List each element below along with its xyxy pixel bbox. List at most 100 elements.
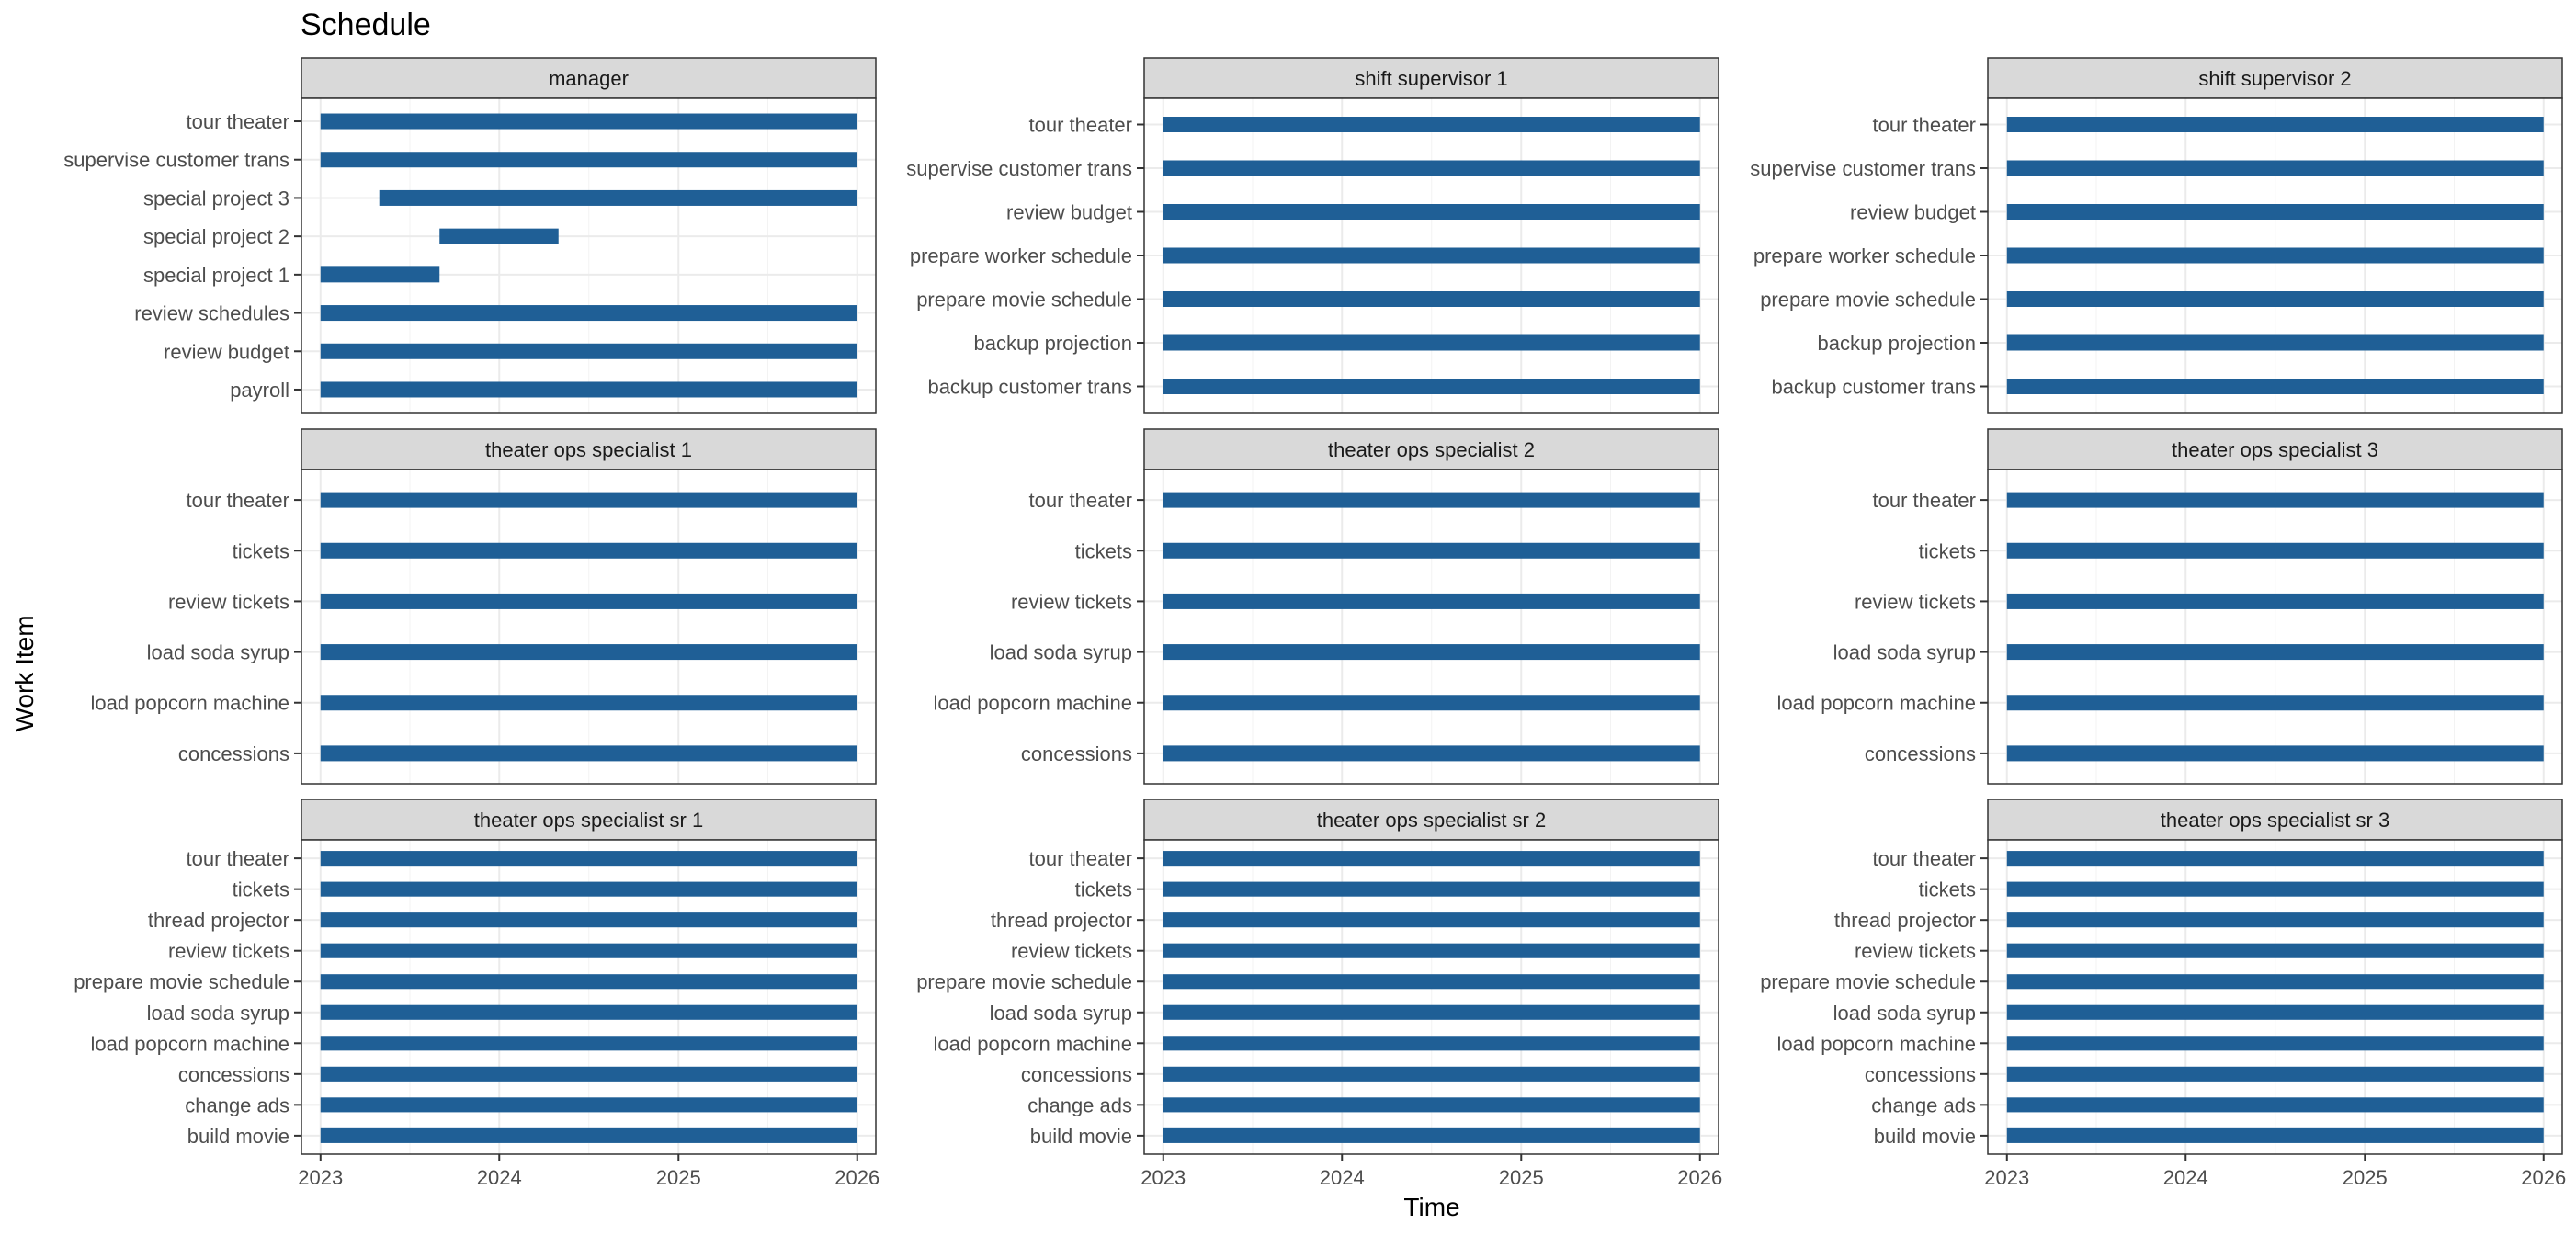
- gantt-bar: [2006, 291, 2544, 307]
- x-tick-label: 2024: [477, 1166, 522, 1189]
- panel-border: [1143, 469, 1719, 785]
- y-tick-label: review budget: [164, 340, 289, 363]
- gantt-bar: [320, 745, 857, 762]
- gantt-bar: [1163, 943, 1700, 958]
- facet-strip: [301, 57, 877, 99]
- y-tick-label: concessions: [1865, 1063, 1976, 1086]
- gantt-bar: [2006, 695, 2544, 711]
- x-tick-label: 2026: [2521, 1166, 2566, 1189]
- y-tick-label: tour theater: [1028, 114, 1132, 137]
- gantt-bar: [2006, 1004, 2544, 1020]
- y-tick-label: concessions: [1021, 742, 1132, 765]
- gantt-bar: [1163, 881, 1700, 897]
- facet-strip: [1987, 428, 2563, 470]
- gantt-bar: [320, 1036, 857, 1051]
- y-tick-label: review tickets: [1011, 590, 1132, 613]
- y-tick-label: load soda syrup: [990, 641, 1132, 664]
- y-tick-label: prepare worker schedule: [1753, 244, 1976, 267]
- gantt-bar: [2006, 851, 2544, 867]
- y-tick-label: prepare movie schedule: [916, 289, 1132, 312]
- y-tick-label: prepare movie schedule: [1760, 289, 1976, 312]
- y-tick-label: tour theater: [1872, 489, 1976, 512]
- gantt-bar: [1163, 745, 1700, 762]
- x-axis-title: Time: [1403, 1193, 1459, 1221]
- gantt-bar: [2006, 974, 2544, 990]
- gantt-bar: [320, 492, 857, 508]
- facet-strip: [1143, 428, 1719, 470]
- gantt-bar: [1163, 492, 1700, 508]
- y-tick-label: concessions: [1021, 1063, 1132, 1086]
- facet-panel: shift supervisor 1 tour theater supervise …: [906, 57, 1719, 414]
- gantt-bar: [1163, 291, 1700, 307]
- panel-border: [1143, 97, 1719, 414]
- y-tick-label: load popcorn machine: [934, 692, 1132, 715]
- gantt-bar: [2006, 1127, 2544, 1143]
- y-tick-label: change ads: [185, 1093, 289, 1116]
- y-tick-label: review budget: [1006, 201, 1132, 224]
- facet-strip-label: theater ops specialist 1: [485, 438, 692, 461]
- gantt-bar: [2006, 644, 2544, 661]
- y-tick-label: backup customer trans: [1771, 376, 1976, 399]
- y-tick-label: build movie: [1030, 1125, 1132, 1148]
- y-tick-label: thread projector: [991, 909, 1132, 932]
- gantt-bar: [1163, 644, 1700, 661]
- y-tick-label: special project 1: [143, 264, 289, 287]
- panel-border: [1143, 839, 1719, 1155]
- x-tick-label: 2023: [1984, 1166, 2029, 1189]
- y-tick-label: load soda syrup: [147, 641, 289, 664]
- gantt-bar: [2006, 117, 2544, 132]
- y-tick-label: load popcorn machine: [1777, 1032, 1976, 1055]
- gantt-bar: [320, 943, 857, 958]
- y-tick-label: load soda syrup: [147, 1002, 289, 1025]
- facet-strip-label: shift supervisor 1: [1355, 67, 1507, 90]
- y-tick-label: backup customer trans: [927, 376, 1132, 399]
- y-tick-label: special project 2: [143, 225, 289, 248]
- y-tick-label: tour theater: [186, 110, 289, 133]
- gantt-bar: [320, 1127, 857, 1143]
- y-tick-label: build movie: [1874, 1125, 1976, 1148]
- y-tick-label: tour theater: [186, 489, 289, 512]
- gantt-bar: [320, 542, 857, 559]
- x-tick-label: 2023: [1140, 1166, 1186, 1189]
- panel-border: [301, 97, 877, 414]
- facet-strip-label: theater ops specialist 3: [2172, 438, 2378, 461]
- gantt-bar: [320, 695, 857, 711]
- gantt-bar: [320, 381, 857, 398]
- gantt-bar: [320, 152, 857, 168]
- gantt-bar: [2006, 160, 2544, 176]
- panel-border: [1987, 469, 2563, 785]
- y-tick-label: backup projection: [974, 332, 1132, 355]
- x-tick-label: 2026: [834, 1166, 879, 1189]
- y-tick-label: prepare worker schedule: [910, 244, 1132, 267]
- y-tick-label: concessions: [178, 742, 289, 765]
- gantt-bar: [320, 912, 857, 928]
- gantt-bar: [2006, 745, 2544, 762]
- y-tick-label: review schedules: [134, 302, 289, 325]
- gantt-bar: [1163, 593, 1700, 609]
- gantt-bar: [1163, 851, 1700, 867]
- gantt-bar: [1163, 1097, 1700, 1113]
- x-tick-label: 2024: [2163, 1166, 2208, 1189]
- x-tick-label: 2025: [2343, 1166, 2388, 1189]
- facet-panel: theater ops specialist 3 tour theater tick…: [1777, 428, 2563, 785]
- y-tick-label: prepare movie schedule: [1760, 970, 1976, 993]
- panel-border: [301, 839, 877, 1155]
- facet-panels: manager tour theater supervise customer tr…: [63, 57, 2566, 1189]
- y-tick-label: supervise customer trans: [906, 157, 1132, 180]
- gantt-bar: [320, 113, 857, 130]
- gantt-bar: [2006, 593, 2544, 609]
- gantt-bar: [2006, 943, 2544, 958]
- gantt-bar: [320, 644, 857, 661]
- y-tick-label: tour theater: [1872, 847, 1976, 870]
- x-tick-label: 2025: [1499, 1166, 1544, 1189]
- y-tick-label: review tickets: [1011, 940, 1132, 963]
- y-tick-label: load popcorn machine: [91, 1032, 289, 1055]
- gantt-bar: [1163, 379, 1700, 394]
- gantt-bar: [320, 305, 857, 322]
- panel-border: [1987, 839, 2563, 1155]
- facet-strip: [1143, 57, 1719, 99]
- y-tick-label: tickets: [1919, 539, 1976, 562]
- facet-strip-label: theater ops specialist sr 2: [1317, 809, 1546, 832]
- chart-title: Schedule: [301, 7, 431, 42]
- gantt-bar: [2006, 881, 2544, 897]
